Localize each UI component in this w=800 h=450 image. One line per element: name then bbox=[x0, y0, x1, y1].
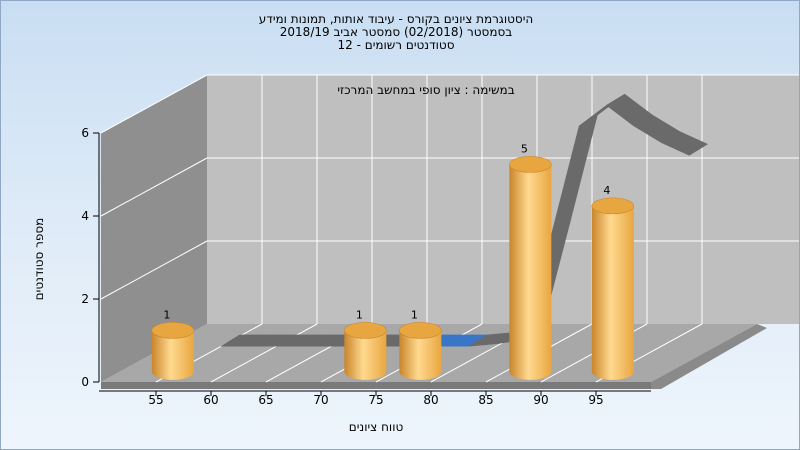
y-tick-label-6: 6 bbox=[81, 126, 89, 140]
bars: 1 1 1 5 4 bbox=[151, 142, 635, 380]
bar-body-95 bbox=[591, 205, 634, 380]
bar-77.5: 1 bbox=[399, 308, 442, 380]
chart-back-wall bbox=[207, 75, 799, 324]
bar-95: 4 bbox=[591, 184, 635, 380]
bar-body-77.5 bbox=[399, 330, 442, 380]
chart-floor-front-edge bbox=[101, 382, 651, 389]
axes: 0 2 4 6 55 60 65 70 75 80 85 90 95 bbox=[81, 126, 651, 407]
grid-line-side-3 bbox=[100, 74, 208, 134]
x-tick-label-65: 65 bbox=[258, 393, 273, 407]
bar-top-55 bbox=[151, 322, 195, 339]
bar-body-55 bbox=[151, 330, 194, 380]
x-tick-label-95: 95 bbox=[588, 393, 603, 407]
bar-label-95: 4 bbox=[603, 184, 610, 197]
x-tick-label-80: 80 bbox=[423, 393, 438, 407]
x-tick-label-85: 85 bbox=[478, 393, 493, 407]
bar-label-77.5: 1 bbox=[411, 308, 418, 321]
bar-body-87.5 bbox=[509, 164, 552, 380]
x-tick-label-75: 75 bbox=[368, 393, 383, 407]
trend-segment-16 bbox=[660, 131, 709, 156]
chart-title-block: היסטוגרמת ציונים בקורס - עיבוד אותות, תמ… bbox=[1, 13, 791, 52]
bar-top-72.5 bbox=[344, 322, 387, 339]
bar-label-87.5: 5 bbox=[521, 142, 528, 155]
y-tick-label-2: 2 bbox=[81, 292, 89, 306]
x-axis-label: טווח ציונים bbox=[349, 420, 404, 434]
y-tick-label-0: 0 bbox=[81, 375, 89, 389]
y-tick-label-4: 4 bbox=[81, 209, 89, 223]
chart-title-line-2: בסמסטר (02/2018) סמסטר אביב 2018/19 bbox=[279, 25, 513, 39]
bar-label-55: 1 bbox=[163, 308, 170, 321]
x-tick-label-60: 60 bbox=[203, 393, 218, 407]
bar-label-72.5: 1 bbox=[356, 308, 363, 321]
bar-top-95 bbox=[591, 197, 635, 215]
x-tick-label-70: 70 bbox=[313, 393, 328, 407]
chart-title-line-1: היסטוגרמת ציונים בקורס - עיבוד אותות, תמ… bbox=[258, 12, 534, 26]
grid-line-floor-1 bbox=[210, 323, 318, 383]
chart-side-wall bbox=[101, 75, 207, 382]
bar-72.5: 1 bbox=[344, 308, 387, 380]
bar-top-77.5 bbox=[399, 322, 442, 339]
grid-line-side-2 bbox=[100, 157, 208, 217]
bar-top-87.5 bbox=[509, 156, 552, 173]
bar-55: 1 bbox=[151, 308, 195, 380]
grid-line-side-1 bbox=[100, 240, 208, 300]
bar-body-72.5 bbox=[344, 330, 387, 380]
x-tick-label-90: 90 bbox=[533, 393, 548, 407]
chart-title-line-3: סטודנטים רשומים - 12 bbox=[337, 38, 455, 52]
chart-subtitle: במשימה : ציון סופי במחשב המרכזי bbox=[337, 83, 514, 97]
chart-floor-right-edge bbox=[651, 324, 767, 389]
x-tick-label-55: 55 bbox=[148, 393, 163, 407]
y-axis-label: מספר סטודנטים bbox=[32, 218, 46, 301]
bar-87.5: 5 bbox=[509, 142, 552, 380]
